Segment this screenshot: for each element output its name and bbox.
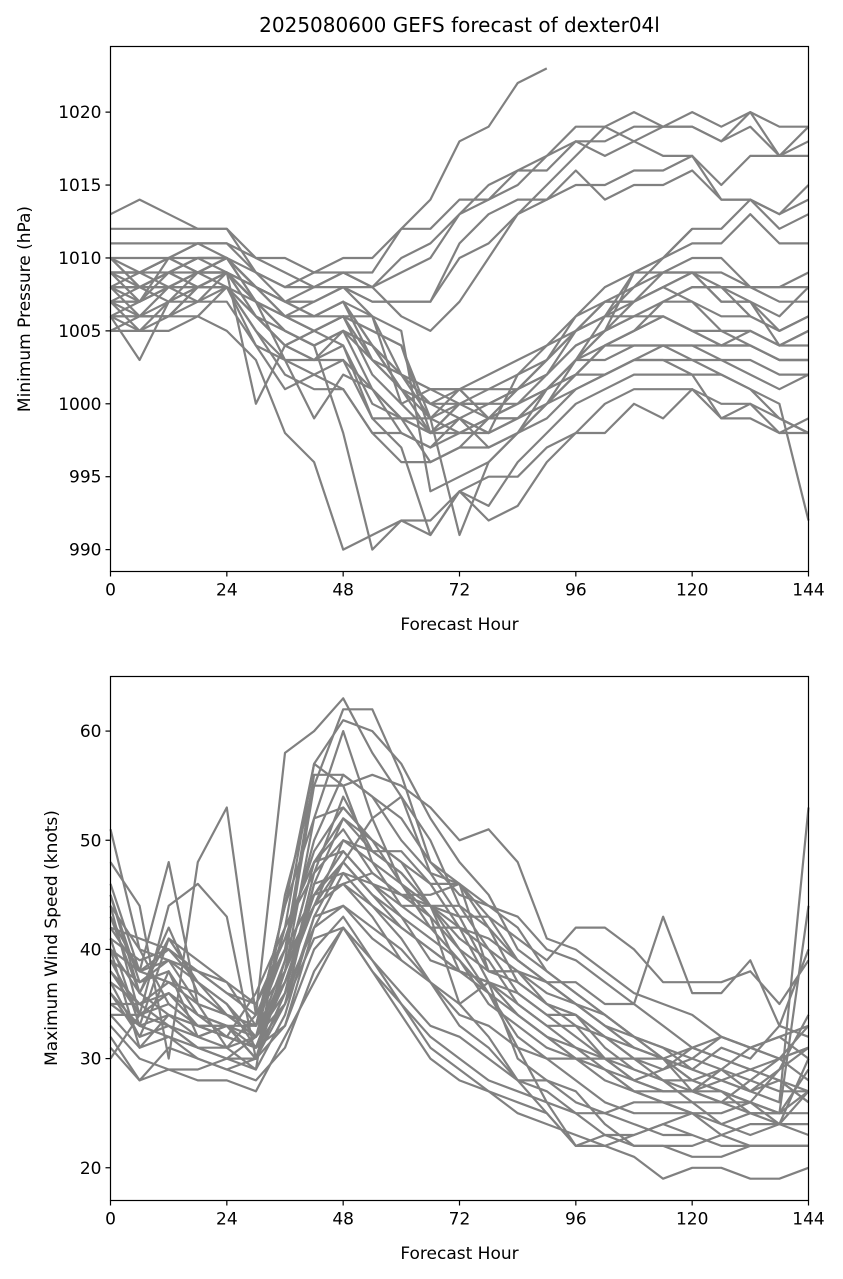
pressure-series-line <box>110 140 809 289</box>
wind-series-line <box>109 882 403 1049</box>
wind-chart: 0 24 48 72 96 120 144 20 30 40 50 60 Forecast Hour… <box>42 675 825 1264</box>
wind-x-tick-label: 24 <box>216 1210 238 1230</box>
wind-x-tick-label: 72 <box>449 1210 471 1230</box>
pressure-series-line <box>110 213 809 493</box>
pressure-y-tick-label: 1020 <box>58 103 101 123</box>
pressure-y-tick-label: 990 <box>69 541 101 561</box>
pressure-y-tick-label: 995 <box>69 468 101 488</box>
wind-x-ticks: 0 24 48 72 96 120 144 <box>105 1200 825 1230</box>
wind-series-line <box>109 719 810 1104</box>
pressure-series-line <box>110 271 809 420</box>
wind-series-line <box>109 850 809 1082</box>
pressure-x-tick-label: 144 <box>792 581 824 601</box>
pressure-x-tick-label: 120 <box>676 581 708 601</box>
wind-y-ticks: 20 30 40 50 60 <box>80 722 111 1179</box>
wind-y-tick-label: 60 <box>80 722 102 742</box>
wind-series-line <box>109 806 693 1137</box>
pressure-x-tick-label: 24 <box>216 581 238 601</box>
wind-series-line <box>109 708 809 1093</box>
wind-x-axis-label: Forecast Hour <box>400 1244 518 1264</box>
pressure-x-ticks: 0 24 48 72 96 120 144 <box>105 571 825 601</box>
pressure-series-line <box>110 271 810 435</box>
pressure-series-group <box>109 67 810 551</box>
wind-y-axis-label: Maximum Wind Speed (knots) <box>42 810 62 1066</box>
wind-y-tick-label: 20 <box>80 1159 102 1179</box>
wind-series-group <box>109 697 810 1180</box>
pressure-x-tick-label: 96 <box>565 581 587 601</box>
wind-x-tick-label: 48 <box>332 1210 354 1230</box>
pressure-x-tick-label: 72 <box>449 581 471 601</box>
pressure-y-tick-label: 1005 <box>58 322 101 342</box>
wind-x-tick-label: 96 <box>565 1210 587 1230</box>
pressure-x-tick-label: 48 <box>332 581 354 601</box>
wind-x-tick-label: 0 <box>105 1210 116 1230</box>
pressure-series-line <box>110 271 809 435</box>
wind-y-tick-label: 30 <box>80 1050 102 1070</box>
wind-series-line <box>109 926 809 1180</box>
pressure-series-line <box>110 125 809 289</box>
pressure-y-tick-label: 1000 <box>58 395 101 415</box>
pressure-x-axis-label: Forecast Hour <box>400 615 518 635</box>
pressure-x-tick-label: 0 <box>105 581 116 601</box>
wind-series-line <box>109 773 810 1060</box>
pressure-series-line <box>110 67 548 274</box>
wind-series-line <box>109 904 577 1147</box>
wind-y-tick-label: 50 <box>80 831 102 851</box>
pressure-series-line <box>109 271 809 435</box>
pressure-series-line <box>110 198 809 537</box>
wind-series-line <box>109 860 693 1148</box>
chart-title: 2025080600 GEFS forecast of dexter04l <box>259 13 660 37</box>
wind-x-tick-label: 144 <box>792 1210 824 1230</box>
pressure-y-tick-label: 1010 <box>58 249 101 269</box>
pressure-series-line <box>110 228 693 435</box>
pressure-chart: 2025080600 GEFS forecast of dexter04l 0 2… <box>15 13 825 635</box>
wind-x-tick-label: 120 <box>676 1210 708 1230</box>
pressure-y-tick-label: 1015 <box>58 176 101 196</box>
pressure-series-line <box>110 300 810 521</box>
pressure-series-line <box>110 286 809 449</box>
pressure-y-ticks: 990 995 1000 1005 1010 1015 1020 <box>58 103 111 561</box>
wind-y-tick-label: 40 <box>80 940 102 960</box>
pressure-y-axis-label: Minimum Pressure (hPa) <box>15 206 35 412</box>
